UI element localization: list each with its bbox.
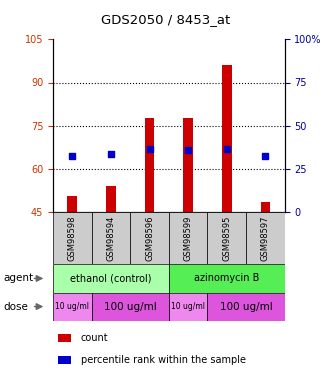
Text: GSM98594: GSM98594 — [106, 215, 116, 261]
Text: agent: agent — [3, 273, 33, 284]
Text: percentile rank within the sample: percentile rank within the sample — [81, 355, 246, 365]
Bar — [58, 356, 71, 364]
Point — [70, 153, 75, 159]
Bar — [183, 118, 193, 212]
Text: 100 ug/ml: 100 ug/ml — [104, 302, 157, 312]
Text: GSM98596: GSM98596 — [145, 215, 154, 261]
Bar — [92, 212, 130, 264]
Point — [224, 146, 229, 152]
Text: GDS2050 / 8453_at: GDS2050 / 8453_at — [101, 13, 230, 26]
Bar — [92, 292, 169, 321]
Text: dose: dose — [3, 302, 28, 312]
Text: GSM98598: GSM98598 — [68, 215, 77, 261]
Bar — [53, 292, 92, 321]
Bar — [208, 212, 246, 264]
Text: ethanol (control): ethanol (control) — [70, 273, 152, 284]
Bar — [53, 264, 169, 292]
Bar — [169, 292, 208, 321]
Text: 100 ug/ml: 100 ug/ml — [220, 302, 272, 312]
Bar — [260, 202, 270, 212]
Bar — [208, 292, 285, 321]
Point — [263, 153, 268, 159]
Text: count: count — [81, 333, 108, 343]
Bar — [58, 334, 71, 342]
Text: 10 ug/ml: 10 ug/ml — [171, 302, 205, 311]
Bar — [106, 186, 116, 212]
Point — [147, 146, 152, 152]
Point — [185, 147, 191, 153]
Text: azinomycin B: azinomycin B — [194, 273, 260, 284]
Bar — [246, 212, 285, 264]
Point — [108, 152, 114, 157]
Bar — [68, 196, 77, 212]
Text: 10 ug/ml: 10 ug/ml — [55, 302, 89, 311]
Bar — [145, 118, 154, 212]
Bar — [53, 212, 92, 264]
Bar — [222, 65, 232, 212]
Text: GSM98595: GSM98595 — [222, 215, 231, 261]
Bar — [169, 212, 208, 264]
Text: GSM98597: GSM98597 — [261, 215, 270, 261]
Text: GSM98599: GSM98599 — [184, 215, 193, 261]
Bar — [169, 264, 285, 292]
Bar — [130, 212, 169, 264]
